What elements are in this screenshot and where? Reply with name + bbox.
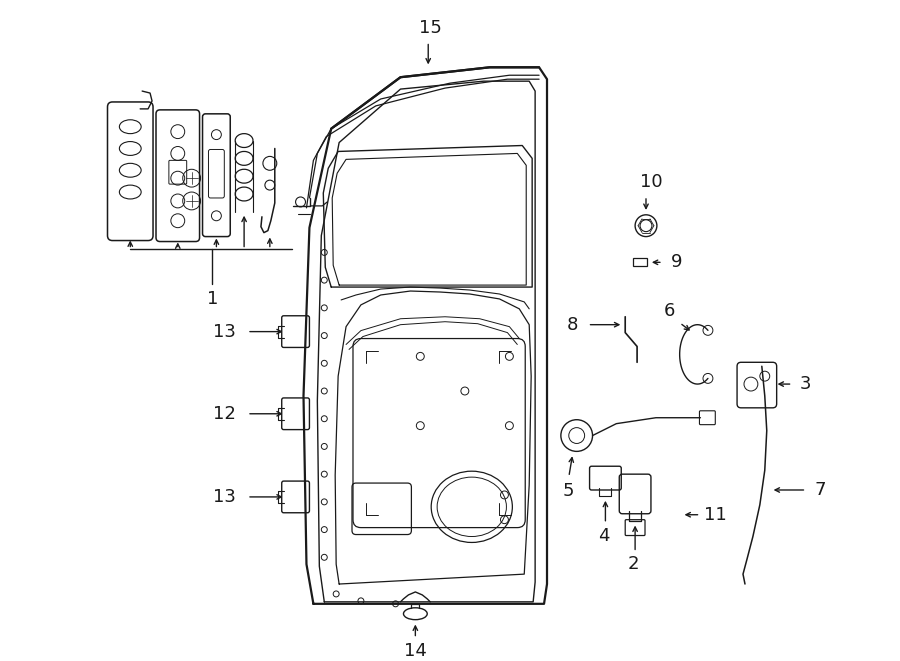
Text: 9: 9 [670,253,682,271]
Text: 13: 13 [213,488,236,506]
Text: 6: 6 [664,302,675,320]
Text: 12: 12 [213,405,236,423]
Text: 14: 14 [404,642,427,660]
Bar [633,258,647,266]
Text: 11: 11 [704,506,726,524]
Text: 7: 7 [814,481,826,499]
Text: 3: 3 [799,375,811,393]
Text: 10: 10 [640,173,662,191]
Text: 13: 13 [213,323,236,340]
Text: 4: 4 [598,527,609,545]
Text: 2: 2 [627,555,639,573]
Text: 15: 15 [418,19,442,37]
Text: 5: 5 [563,482,574,500]
Text: 8: 8 [567,316,579,334]
Text: 1: 1 [207,290,218,308]
